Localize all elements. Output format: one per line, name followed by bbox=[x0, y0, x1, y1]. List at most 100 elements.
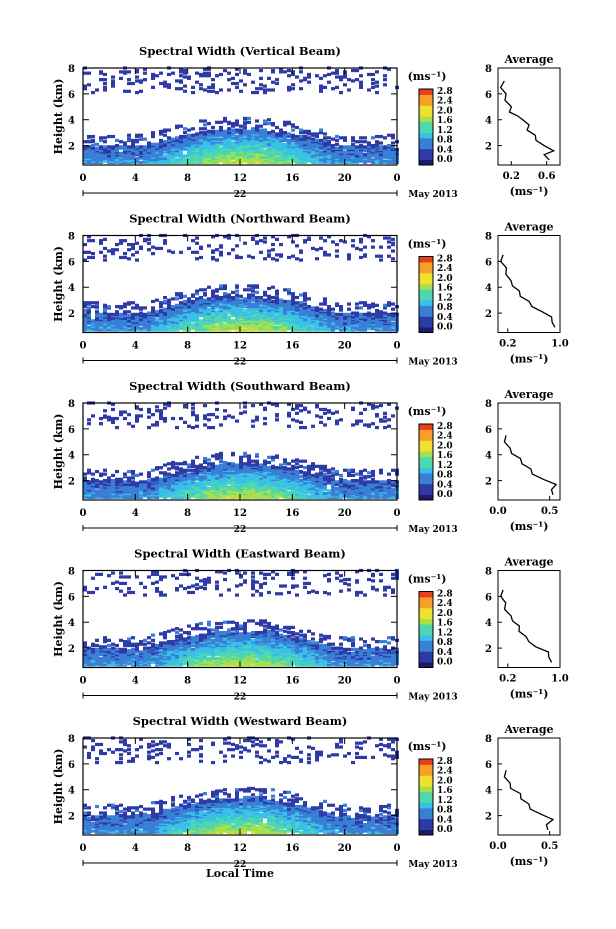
heatmap-cell bbox=[87, 145, 91, 149]
heatmap-cell bbox=[259, 128, 263, 132]
heatmap-cell bbox=[123, 255, 127, 260]
heatmap-cell bbox=[299, 134, 303, 139]
heatmap-cell bbox=[243, 451, 247, 456]
heatmap-cell bbox=[83, 472, 87, 476]
heatmap-cell bbox=[355, 246, 359, 251]
heatmap-cell bbox=[159, 81, 163, 86]
heatmap-cell bbox=[139, 160, 143, 165]
heatmap-cell bbox=[219, 302, 223, 306]
heatmap-cell bbox=[275, 292, 279, 296]
heatmap-cell bbox=[103, 409, 107, 413]
heatmap-cell bbox=[91, 90, 95, 95]
heatmap-cell bbox=[319, 415, 323, 419]
heatmap-cell bbox=[291, 133, 295, 137]
x-tick-label: 8 bbox=[184, 173, 191, 184]
heatmap-cell bbox=[139, 490, 143, 494]
heatmap-cell bbox=[211, 289, 215, 293]
heatmap-cell bbox=[215, 297, 219, 301]
heatmap-cell bbox=[175, 292, 179, 296]
heatmap-cell bbox=[367, 303, 371, 307]
heatmap-cell bbox=[227, 315, 231, 319]
heatmap-cell bbox=[195, 257, 199, 261]
colorbar-tick-label: 1.6 bbox=[437, 116, 453, 126]
heatmap-cell bbox=[319, 475, 323, 479]
heatmap-cell bbox=[351, 79, 355, 83]
heatmap-cell bbox=[339, 78, 343, 82]
heatmap-cell bbox=[267, 253, 271, 257]
heatmap-cell bbox=[195, 132, 199, 136]
heatmap-cell bbox=[135, 145, 139, 149]
heatmap-cell bbox=[135, 258, 139, 262]
heatmap-cell bbox=[87, 71, 91, 75]
heatmap-cell bbox=[335, 312, 339, 316]
heatmap-cell bbox=[147, 484, 151, 488]
heatmap-cell bbox=[167, 403, 171, 408]
heatmap-cell bbox=[271, 80, 275, 84]
heatmap-cell bbox=[255, 160, 259, 165]
heatmap-cell bbox=[363, 245, 367, 249]
heatmap-cell bbox=[219, 423, 223, 427]
heatmap-cell bbox=[127, 479, 131, 483]
heatmap-cell bbox=[151, 308, 155, 313]
heatmap-cell bbox=[87, 140, 91, 144]
heatmap-cell bbox=[215, 288, 219, 292]
heatmap-cell bbox=[307, 464, 311, 468]
heatmap-cell bbox=[163, 477, 167, 481]
heatmap-cell bbox=[83, 317, 87, 322]
heatmap-cell bbox=[327, 253, 331, 257]
x-tick-label: 4 bbox=[132, 341, 139, 352]
heatmap-cell bbox=[339, 305, 343, 309]
heatmap-cell bbox=[371, 81, 375, 86]
heatmap-cell bbox=[331, 473, 335, 478]
heatmap-cell bbox=[147, 410, 151, 414]
heatmap-cell bbox=[199, 495, 203, 500]
heatmap-cell bbox=[171, 71, 175, 75]
heatmap-cell bbox=[223, 116, 227, 121]
colorbar-step bbox=[419, 261, 433, 268]
heatmap-cell bbox=[271, 68, 275, 73]
heatmap-cell bbox=[275, 466, 279, 470]
heatmap-cell bbox=[311, 473, 315, 478]
heatmap-cell bbox=[311, 306, 315, 310]
heatmap-cell bbox=[211, 89, 215, 93]
heatmap-cell bbox=[215, 316, 219, 320]
heatmap-cell bbox=[123, 156, 127, 161]
heatmap-cell bbox=[211, 454, 215, 458]
heatmap-cell bbox=[223, 140, 227, 144]
heatmap-cell bbox=[195, 310, 199, 314]
heatmap-cell bbox=[331, 411, 335, 415]
heatmap-cell bbox=[131, 253, 135, 257]
heatmap-cell bbox=[235, 137, 239, 141]
heatmap-cell bbox=[111, 312, 115, 316]
heatmap-cell bbox=[231, 476, 235, 480]
heatmap-cell bbox=[147, 241, 151, 245]
heatmap-cell bbox=[255, 312, 259, 316]
heatmap-cell bbox=[239, 455, 243, 459]
heatmap-cell bbox=[243, 132, 247, 136]
heatmap-cell bbox=[191, 239, 195, 243]
heatmap-cell bbox=[359, 248, 363, 252]
heatmap-cell bbox=[239, 156, 243, 161]
heatmap-cell bbox=[99, 491, 103, 496]
heatmap-cell bbox=[343, 145, 347, 149]
heatmap-cell bbox=[155, 156, 159, 161]
heatmap-cell bbox=[87, 468, 91, 472]
heatmap-cell bbox=[83, 303, 87, 307]
heatmap-cells bbox=[83, 66, 399, 165]
heatmap-cell bbox=[219, 133, 223, 137]
heatmap-cell bbox=[207, 74, 211, 78]
heatmap-cell bbox=[319, 307, 323, 311]
heatmap-cell bbox=[147, 407, 151, 412]
heatmap-cell bbox=[223, 460, 227, 465]
heatmap-cell bbox=[175, 495, 179, 500]
heatmap-cell bbox=[315, 464, 319, 468]
heatmap-cell bbox=[151, 306, 155, 310]
heatmap-cell bbox=[191, 406, 195, 410]
heatmap-cell bbox=[259, 76, 263, 80]
heatmap-cell bbox=[299, 70, 303, 74]
heatmap-cell bbox=[275, 140, 279, 144]
heatmap-cell bbox=[299, 469, 303, 474]
heatmap-cell bbox=[291, 123, 295, 127]
heatmap-cell bbox=[211, 464, 215, 468]
heatmap-cell bbox=[359, 301, 363, 305]
